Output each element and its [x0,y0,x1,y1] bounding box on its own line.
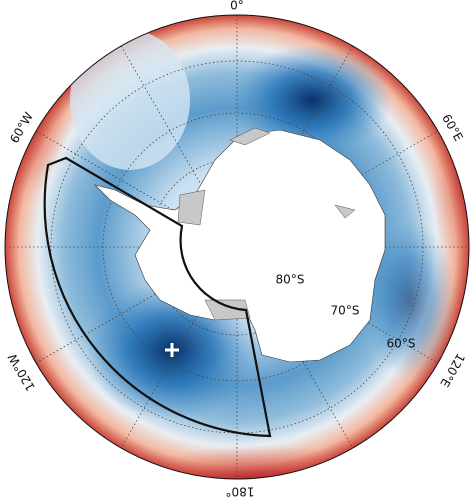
antarctica [94,129,386,363]
lat-label: 60°S [387,337,416,351]
lat-label: 80°S [276,273,305,287]
ice-shelves [177,127,356,321]
lon-label: 60°E [439,112,466,144]
lat-label: 70°S [331,304,360,318]
lon-label: 180° [226,485,255,499]
lon-label: 0° [230,0,244,13]
cross-marker [165,343,179,357]
map-border [4,14,470,480]
sector-outline [43,156,272,438]
